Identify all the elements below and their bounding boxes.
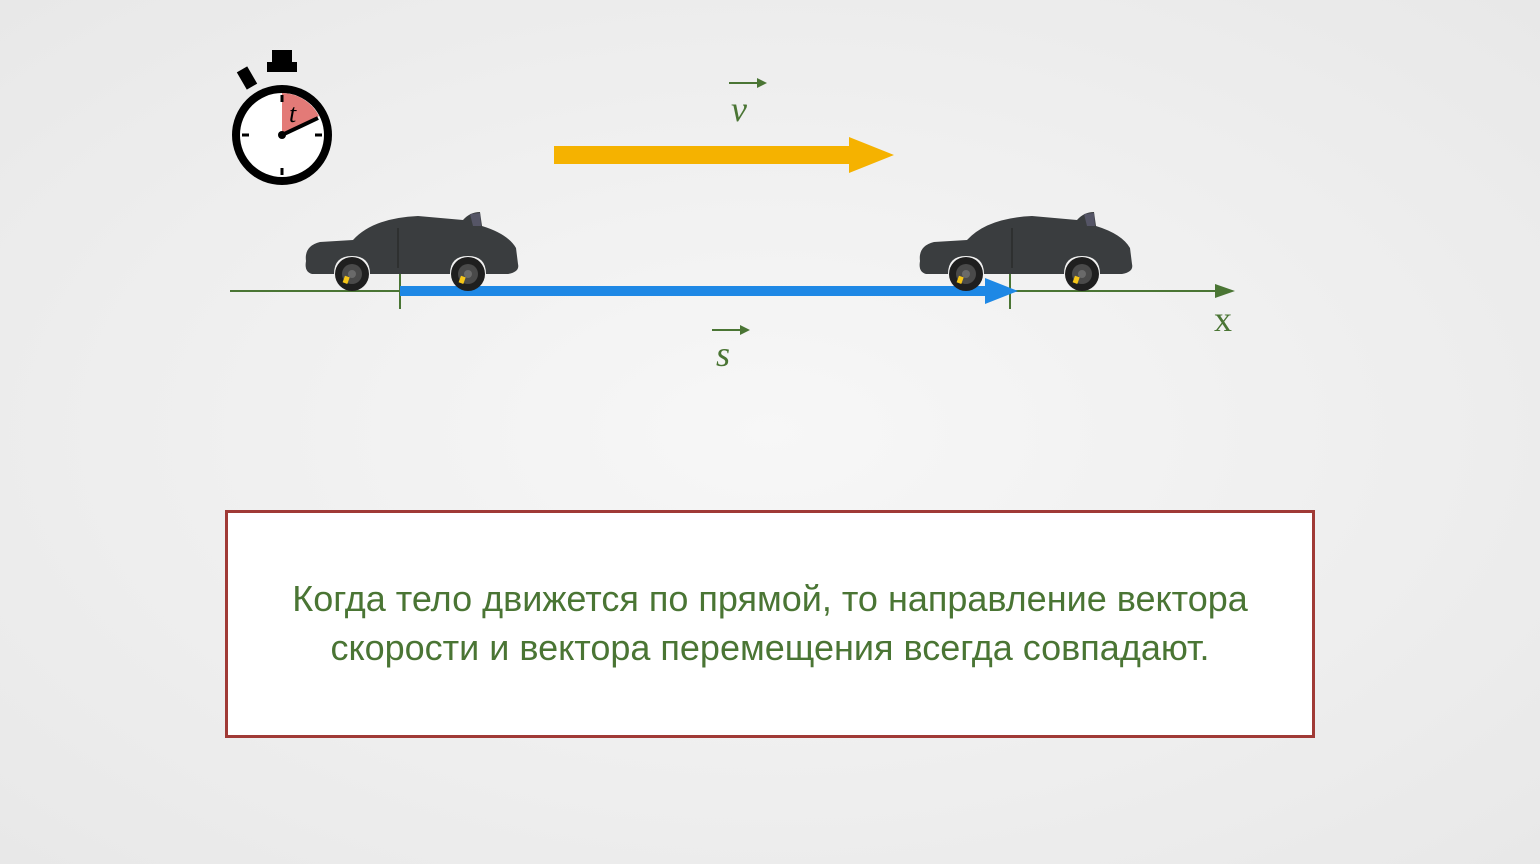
x-axis-label: x (1214, 298, 1232, 340)
stopwatch-label: t (289, 99, 297, 128)
car-start (298, 206, 523, 291)
car-end (912, 206, 1137, 291)
velocity-label: v (731, 88, 747, 130)
caption-box: Когда тело движется по прямой, то направ… (225, 510, 1315, 738)
displacement-symbol: s (716, 334, 730, 374)
displacement-label: s (716, 333, 730, 375)
velocity-arrow (554, 135, 899, 175)
caption-text: Когда тело движется по прямой, то направ… (268, 575, 1272, 672)
velocity-symbol: v (731, 89, 747, 129)
stopwatch-icon: t (223, 50, 341, 190)
physics-slide: t v x s (0, 0, 1540, 864)
